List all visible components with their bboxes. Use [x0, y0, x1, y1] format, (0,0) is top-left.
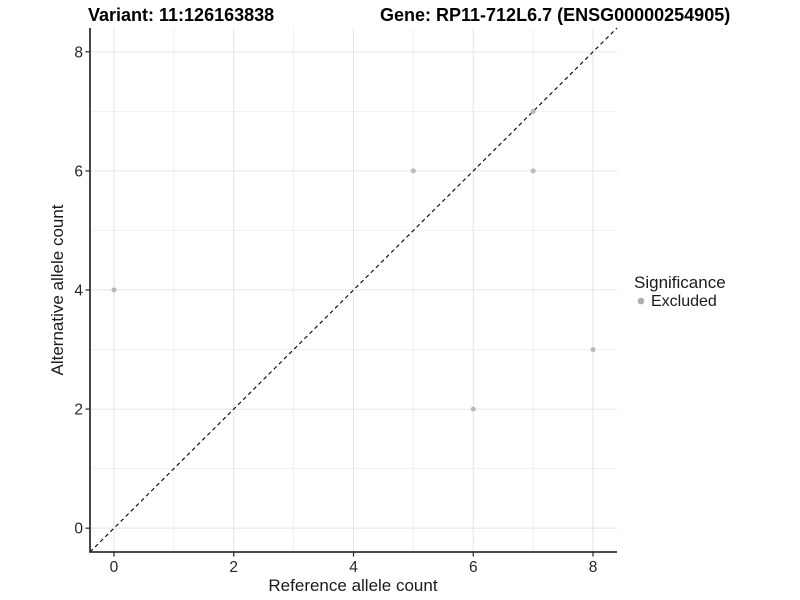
- data-point: [410, 168, 416, 174]
- dashed-identity-line: [89, 27, 618, 553]
- legend-title: Significance: [634, 273, 726, 292]
- x-axis-ticks: 0 2 4 6 8: [110, 552, 598, 576]
- legend: Significance Excluded: [634, 273, 726, 310]
- y-tick-label: 0: [74, 521, 83, 538]
- y-tick-label: 4: [74, 283, 83, 300]
- x-tick-label: 4: [349, 559, 358, 576]
- identity-dashed-line: [89, 27, 618, 553]
- data-point: [470, 406, 476, 412]
- x-axis-title: Reference allele count: [268, 576, 437, 595]
- data-point: [111, 287, 117, 293]
- data-point: [530, 108, 536, 114]
- x-tick-label: 8: [589, 559, 598, 576]
- legend-point-icon: [637, 297, 645, 305]
- axis-lines: [89, 28, 617, 553]
- y-tick-label: 8: [74, 44, 83, 61]
- y-axis-title: Alternative allele count: [48, 204, 67, 375]
- plot-title-gene: Gene: RP11-712L6.7 (ENSG00000254905): [380, 5, 730, 25]
- x-tick-label: 6: [469, 559, 478, 576]
- legend-item-label: Excluded: [651, 293, 717, 310]
- y-tick-label: 6: [74, 163, 83, 180]
- y-tick-label: 2: [74, 402, 83, 419]
- y-axis-ticks: 0 2 4 6 8: [74, 44, 90, 538]
- data-points: [111, 108, 596, 412]
- plot-title-variant: Variant: 11:126163838: [88, 5, 274, 25]
- axis-line: [89, 28, 617, 553]
- gridlines-major: [90, 28, 617, 552]
- data-point: [590, 347, 596, 353]
- x-tick-label: 0: [110, 559, 119, 576]
- x-tick-label: 2: [229, 559, 238, 576]
- data-point: [530, 168, 536, 174]
